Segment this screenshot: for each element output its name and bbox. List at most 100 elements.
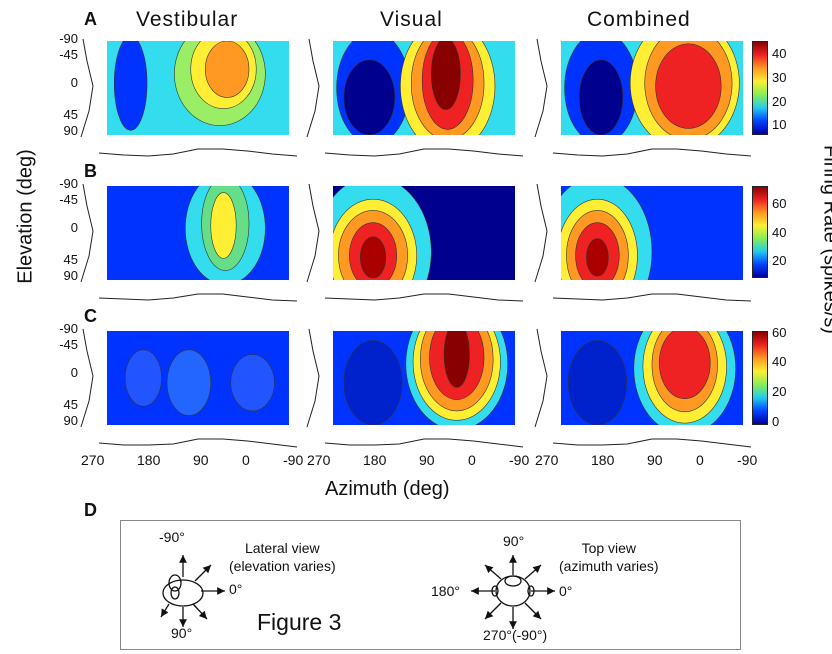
elevation-tick-label: 0	[70, 75, 78, 90]
elevation-tick-label: -45	[59, 47, 78, 62]
azimuth-tick-label: 0	[468, 452, 476, 468]
azimuth-tick-label: 270	[81, 452, 105, 468]
azimuth-tuning-curve	[552, 148, 752, 157]
heatmap-grid	[80, 38, 752, 448]
top-down-label: 270°(-90°)	[483, 627, 548, 643]
panel-letter-b: B	[84, 161, 97, 181]
elevation-tick-label: 45	[63, 252, 78, 267]
heatmap-contours	[113, 41, 266, 131]
colorbar-c-tick: 40	[772, 354, 787, 369]
elevation-tuning-curve	[534, 183, 548, 283]
heatmap-contours	[184, 186, 266, 280]
lateral-down-label: 90°	[171, 625, 193, 641]
figure-caption: Figure 3	[257, 609, 342, 635]
colorbar-c-tick: 20	[772, 384, 787, 399]
azimuth-tuning-curve	[324, 293, 524, 302]
elevation-tick-label: -90	[59, 176, 78, 191]
colorbar-a	[752, 41, 768, 135]
azimuth-tuning-curve	[324, 148, 524, 157]
heatmap-contour-region	[430, 41, 461, 110]
heatmap-contour-region	[586, 238, 609, 277]
heatmap-contour-region	[443, 331, 470, 388]
azimuth-tuning-curve	[98, 293, 298, 302]
panel-letter-a: A	[84, 9, 97, 29]
elevation-tick-label: -45	[59, 192, 78, 207]
elevation-tick-label: 0	[70, 220, 78, 235]
azimuth-tick-label: 90	[419, 452, 435, 468]
heatmap-contours	[336, 41, 496, 135]
azimuth-tick-label: 90	[193, 452, 209, 468]
top-view-label: Top view (azimuth varies)	[559, 540, 659, 574]
elevation-tuning-curve	[80, 328, 94, 428]
azimuth-tick-label: -90	[283, 452, 304, 468]
column-title-visual: Visual	[380, 8, 443, 31]
elevation-tick-label: 45	[63, 397, 78, 412]
orientation-legend: -90° 0° 90° Lateral view (elevation vari…	[120, 520, 741, 650]
heatmap-contour-region	[204, 41, 250, 98]
azimuth-tick-label: 180	[591, 452, 615, 468]
heatmap-contours	[124, 349, 275, 416]
heatmap-contour-region	[124, 349, 162, 407]
azimuth-tuning-curve	[552, 293, 752, 302]
azimuth-tick-label: -90	[737, 452, 758, 468]
top-head-icon	[471, 555, 555, 629]
panel-letter-c: C	[84, 306, 97, 326]
heatmap-contour-region	[230, 354, 275, 412]
elevation-tuning-curve	[306, 328, 320, 428]
elevation-tick-label: 45	[63, 107, 78, 122]
lateral-right-label: 0°	[229, 581, 243, 597]
top-left-label: 180°	[431, 583, 460, 599]
elevation-tuning-curve	[534, 38, 548, 138]
panel-letter-d: D	[84, 500, 97, 520]
colorbar-a-tick: 20	[772, 94, 787, 109]
elevation-tick-label: -90	[59, 321, 78, 336]
azimuth-tick-label: 90	[647, 452, 663, 468]
azimuth-tick-label: 270	[535, 452, 559, 468]
heatmap-contours	[564, 41, 740, 135]
azimuth-tick-label: 0	[696, 452, 704, 468]
heatmap-contours	[343, 331, 509, 425]
elevation-tuning-curve	[306, 38, 320, 138]
azimuth-tuning-curve	[98, 438, 298, 448]
elevation-tick-label: 0	[70, 365, 78, 380]
colorbar-b	[752, 186, 768, 278]
colorbar-c-tick: 60	[772, 325, 787, 340]
lateral-up-label: -90°	[159, 529, 185, 545]
heatmap-contour-region	[166, 349, 212, 416]
top-up-label: 90°	[503, 533, 525, 549]
colorbar-a-tick: 30	[772, 70, 787, 85]
top-right-label: 0°	[559, 583, 573, 599]
azimuth-tick-label: 0	[242, 452, 250, 468]
heatmap-contour-region	[343, 340, 403, 425]
azimuth-tuning-curve	[324, 438, 524, 448]
lateral-view-label: Lateral view (elevation varies)	[229, 540, 336, 574]
colorbar-c-tick: 0	[772, 414, 780, 429]
heatmap-contour-region	[360, 236, 387, 279]
column-title-vestibular: Vestibular	[136, 8, 239, 31]
azimuth-tick-label: 270	[307, 452, 331, 468]
x-axis-title: Azimuth (deg)	[325, 478, 450, 500]
head-diagrams	[160, 555, 555, 629]
colorbar-a-tick: 10	[772, 117, 787, 132]
colorbar-a-tick: 40	[772, 46, 787, 61]
heatmap-contours	[567, 331, 737, 425]
azimuth-tuning-curve	[552, 438, 752, 448]
lateral-head-icon	[160, 555, 225, 627]
heatmap-contour-region	[658, 331, 711, 399]
colorbar-b-tick: 60	[772, 196, 787, 211]
heatmap-contour-region	[578, 59, 624, 135]
heatmap-contour-region	[113, 41, 148, 131]
azimuth-tick-label: -90	[509, 452, 530, 468]
column-title-combined: Combined	[587, 8, 691, 31]
elevation-tuning-curve	[80, 183, 94, 283]
elevation-tick-label: -90	[59, 31, 78, 46]
heatmap-contour-region	[343, 59, 396, 135]
heatmap-contours	[561, 186, 653, 280]
azimuth-tuning-curve	[98, 148, 298, 157]
elevation-tick-label: -45	[59, 337, 78, 352]
elevation-tuning-curve	[306, 183, 320, 283]
heatmap-contour-region	[567, 340, 627, 425]
colorbar-b-tick: 20	[772, 253, 787, 268]
elevation-tuning-curve	[80, 38, 94, 138]
